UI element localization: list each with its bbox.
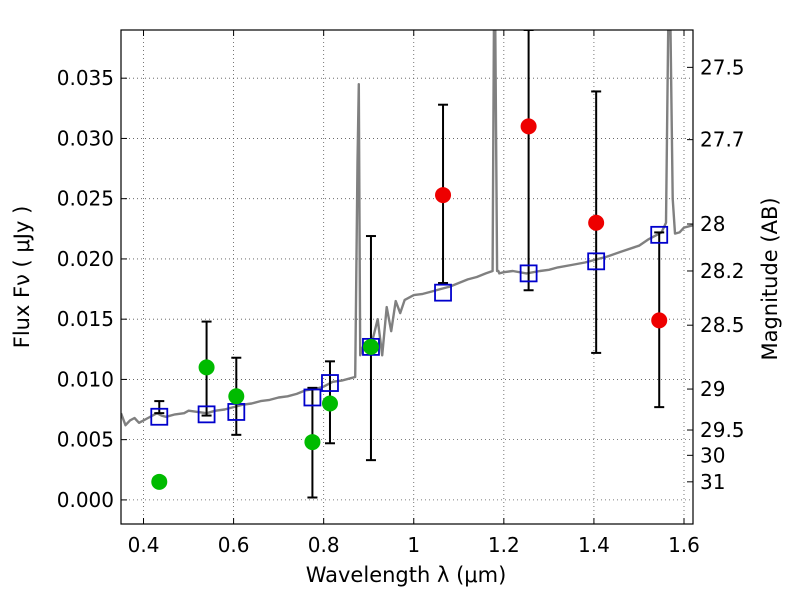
model-photometry-square <box>150 407 169 426</box>
y-axis: 0.000 0.005 0.010 0.015 0.020 0.025 0.030 0.035 <box>57 66 127 512</box>
y2-tick-label: 28 <box>700 212 725 236</box>
flux-point <box>651 312 668 329</box>
y2-tick-label: 29.5 <box>700 418 745 442</box>
measured-points <box>151 118 668 490</box>
model-photometry-square <box>587 252 606 271</box>
x-axis: 0.4 0.6 0.8 1 1.2 1.4 1.6 <box>128 30 700 557</box>
flux-point <box>588 214 605 231</box>
x-tick-label: 0.4 <box>128 533 160 557</box>
flux-point <box>520 118 537 135</box>
x-tick-label: 0.8 <box>308 533 340 557</box>
grid <box>121 30 693 524</box>
y-tick-label: 0.015 <box>57 307 114 331</box>
x-tick-label: 1.4 <box>578 533 610 557</box>
y-tick-label: 0.025 <box>57 187 114 211</box>
plot-frame <box>120 29 694 525</box>
y2-axis-label: Magnitude (AB) <box>758 197 782 360</box>
x-axis-label: Wavelength λ (μm) <box>306 563 507 587</box>
model-photometry-square <box>434 283 452 302</box>
model-photometry <box>150 225 669 426</box>
y2-tick-label: 28.5 <box>700 313 745 337</box>
y2-axis: 27.5 27.7 28 28.2 28.5 29 29.530 31 <box>687 55 745 494</box>
y-tick-label: 0.000 <box>57 488 114 512</box>
model-photometry-square <box>197 405 216 424</box>
x-tick-label: 1 <box>407 533 420 557</box>
model-photometry-square <box>321 374 339 392</box>
y-axis-label: Flux Fν ( μJy ) <box>10 206 34 349</box>
y-tick-label: 0.010 <box>57 367 114 391</box>
flux-point <box>304 434 321 451</box>
y-tick-label: 0.005 <box>57 428 114 452</box>
x-tick-label: 1.2 <box>488 533 520 557</box>
flux-point <box>321 395 338 412</box>
model-photometry-square <box>650 225 669 244</box>
y2-tick-label: 27.5 <box>700 55 745 79</box>
flux-point <box>362 338 379 355</box>
y2-tick-label: 31 <box>700 470 725 494</box>
model-photometry-square <box>303 388 322 407</box>
y2-tick-label: 27.7 <box>700 128 745 152</box>
x-tick-label: 0.6 <box>218 533 250 557</box>
flux-point <box>435 187 452 204</box>
y-tick-label: 0.035 <box>57 66 114 90</box>
model-photometry-square <box>519 264 538 283</box>
y-tick-label: 0.020 <box>57 247 114 271</box>
x-tick-label: 1.6 <box>668 533 700 557</box>
flux-point <box>151 473 168 490</box>
y2-tick-label: 28.2 <box>700 259 745 283</box>
flux-point <box>198 359 215 376</box>
y2-tick-label: 29 <box>700 377 725 401</box>
y2-tick-label: 30 <box>700 443 725 467</box>
y-tick-label: 0.030 <box>57 126 114 150</box>
flux-point <box>228 388 245 405</box>
